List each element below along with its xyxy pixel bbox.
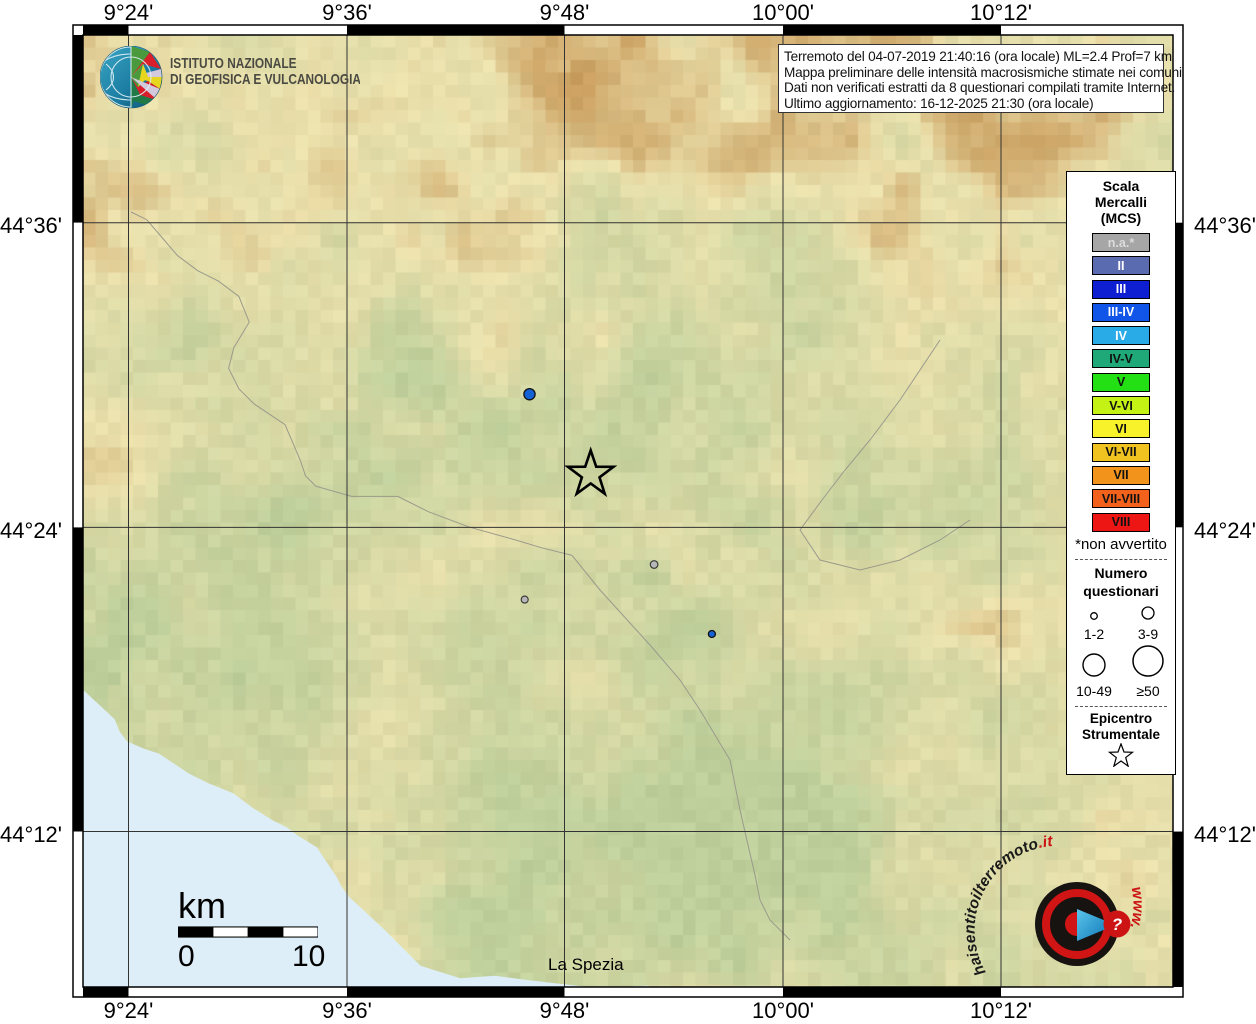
svg-text:?: ? (1112, 915, 1123, 934)
svg-text:ISTITUTO NAZIONALE: ISTITUTO NAZIONALE (170, 55, 297, 71)
svg-text:DI GEOFISICA E VULCANOLOGIA: DI GEOFISICA E VULCANOLOGIA (170, 71, 360, 87)
